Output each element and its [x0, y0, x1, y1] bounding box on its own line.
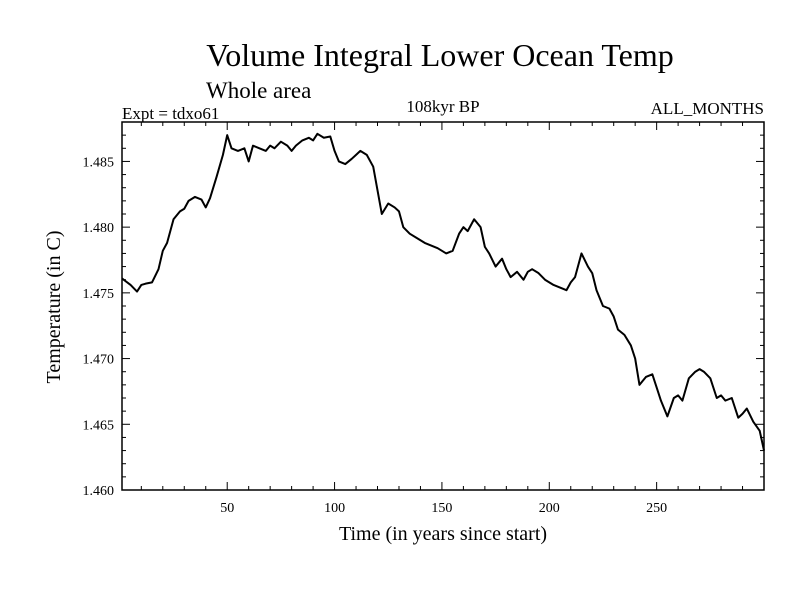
x-tick-label: 200 — [539, 501, 560, 516]
x-tick-label: 150 — [431, 501, 452, 516]
chart-subtitle: Whole area — [206, 78, 311, 103]
y-tick-label: 1.485 — [83, 155, 115, 170]
period-label: 108kyr BP — [406, 97, 479, 116]
y-tick-label: 1.470 — [83, 353, 115, 368]
y-tick-labels: 1.460 1.465 1.470 1.475 1.480 1.485 — [83, 155, 115, 499]
experiment-label: Expt = tdxo61 — [122, 104, 219, 123]
months-label: ALL_MONTHS — [651, 99, 764, 118]
y-tick-label: 1.460 — [83, 484, 115, 499]
x-tick-label: 50 — [220, 501, 234, 516]
chart-title: Volume Integral Lower Ocean Temp — [206, 37, 674, 73]
y-tick-label: 1.480 — [83, 221, 115, 236]
y-tick-label: 1.465 — [83, 418, 115, 433]
x-tick-labels: 50 100 150 200 250 — [220, 501, 667, 516]
x-axis-label: Time (in years since start) — [339, 523, 547, 545]
x-tick-label: 100 — [324, 501, 345, 516]
series-line — [121, 132, 765, 451]
y-axis-label: Temperature (in C) — [43, 231, 65, 384]
x-tick-label: 250 — [646, 501, 667, 516]
y-tick-label: 1.475 — [83, 287, 115, 302]
plot-frame — [121, 121, 765, 491]
axis-ticks — [122, 121, 764, 491]
